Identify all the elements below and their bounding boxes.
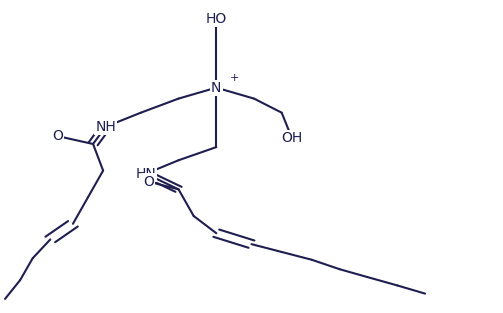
Text: NH: NH: [95, 120, 116, 134]
Text: +: +: [230, 73, 239, 83]
Text: HN: HN: [135, 167, 156, 181]
Text: N: N: [211, 81, 221, 95]
Text: O: O: [143, 175, 154, 188]
Text: O: O: [52, 129, 63, 143]
Text: OH: OH: [281, 131, 302, 145]
Text: HO: HO: [206, 12, 227, 26]
